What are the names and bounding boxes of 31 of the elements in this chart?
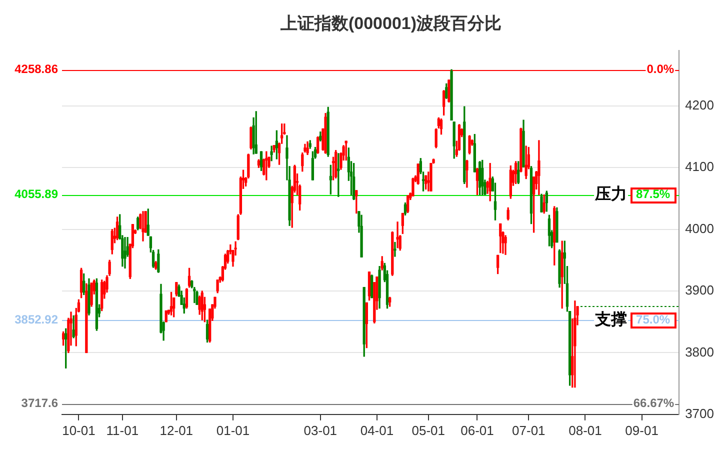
y-tick-label: 3900 (685, 282, 714, 298)
candlestick (394, 242, 396, 257)
annotation: 75.0% (636, 312, 670, 326)
ref-line-label: 4055.89 (14, 187, 58, 202)
annotation: 87.5% (636, 187, 670, 202)
annotation: 支撑 (594, 310, 628, 328)
x-tick-label: 11-01 (106, 422, 139, 438)
y-tick-label: 3800 (685, 344, 714, 360)
x-tick-label: 07-01 (512, 422, 546, 438)
x-tick-label: 10-01 (62, 422, 96, 438)
x-tick-label: 04-01 (360, 422, 394, 438)
y-tick-label: 4100 (685, 159, 714, 174)
x-tick-label: 01-01 (216, 422, 250, 438)
y-tick-label: 4200 (685, 98, 714, 113)
y-tick-label: 4000 (685, 220, 714, 236)
x-tick-label: 05-01 (412, 422, 446, 438)
x-tick-label: 12-01 (160, 422, 194, 438)
x-tick-label: 08-01 (568, 422, 602, 438)
ref-line-label: 3852.92 (14, 312, 58, 326)
x-tick-label: 03-01 (304, 422, 338, 438)
x-tick-label: 06-01 (460, 422, 494, 438)
candlestick (396, 222, 399, 248)
chart-title: 上证指数(000001)波段百分比 (279, 14, 502, 33)
candlestick (124, 237, 126, 269)
ref-line-label: 3717.6 (21, 396, 58, 410)
ref-line-label: 4258.86 (14, 62, 58, 76)
annotation: 66.67% (633, 396, 674, 410)
annotation: 0.0% (646, 62, 674, 76)
x-tick-label: 09-01 (625, 422, 658, 438)
y-tick-label: 3700 (685, 406, 714, 421)
annotation: 压力 (594, 185, 628, 204)
